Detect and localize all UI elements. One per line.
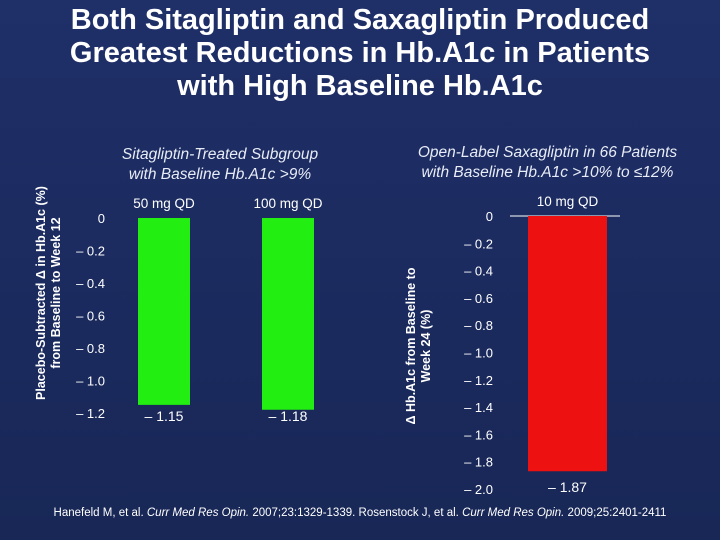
right-category-label: 10 mg QD (537, 194, 599, 209)
right-y-tick-label: – 1.4 (464, 400, 493, 415)
references-footer: Hanefeld M, et al. Curr Med Res Opin. 20… (0, 507, 720, 519)
left-value-label: – 1.18 (269, 408, 308, 424)
right-y-tick-label: 0 (486, 209, 493, 224)
left-subtitle-line-1: Sitagliptin-Treated Subgroup (121, 146, 319, 163)
title-line-2: Greatest Reductions in Hb.A1c in Patient… (69, 37, 651, 69)
right-y-tick-label: – 0.2 (464, 236, 493, 251)
left-y-tick-label: – 0.8 (76, 341, 105, 356)
ref2-authors: Rosenstock J, et al. (358, 507, 459, 519)
left-y-tick-label: – 1.0 (76, 374, 105, 389)
right-value-label: – 1.87 (548, 479, 587, 495)
left-y-tick-label: – 0.2 (76, 244, 105, 259)
ref1-details: 2007;23:1329-1339. (252, 507, 356, 519)
left-y-tick-label: – 0.6 (76, 309, 105, 324)
right-y-tick-label: – 1.8 (464, 455, 493, 470)
left-chart-subtitle: Sitagliptin-Treated Subgroup with Baseli… (70, 145, 370, 185)
left-y-tick-label: 0 (98, 211, 105, 226)
left-value-label: – 1.15 (145, 408, 184, 424)
right-y-tick-label: – 0.8 (464, 318, 493, 333)
slide-title: Both Sitagliptin and Saxagliptin Produce… (0, 4, 720, 103)
ref1-journal: Curr Med Res Opin. (146, 507, 250, 519)
right-y-tick-label: – 1.6 (464, 427, 493, 442)
right-y-tick-label: – 1.0 (464, 346, 493, 361)
right-subtitle-line-1: Open-Label Saxagliptin in 66 Patients (417, 144, 678, 161)
right-y-tick-label: – 1.2 (464, 373, 493, 388)
left-category-label: 100 mg QD (253, 196, 322, 211)
right-bar (528, 216, 607, 472)
ref1-authors: Hanefeld M, et al. (53, 507, 144, 519)
left-category-label: 50 mg QD (133, 196, 195, 211)
left-y-tick-label: – 1.2 (76, 406, 105, 421)
ref2-details: 2009;25:2401-2411 (567, 507, 667, 519)
left-subtitle-line-2: with Baseline Hb.A1c >9% (128, 166, 312, 183)
left-bar (262, 218, 314, 410)
right-y-tick-label: – 0.4 (464, 264, 493, 279)
right-chart-subtitle: Open-Label Saxagliptin in 66 Patients wi… (380, 143, 715, 183)
right-y-tick-label: – 0.6 (464, 291, 493, 306)
right-subtitle-line-2: with Baseline Hb.A1c >10% to ≤12% (421, 164, 674, 181)
title-line-1: Both Sitagliptin and Saxagliptin Produce… (70, 4, 650, 36)
right-y-tick-label: – 2.0 (464, 482, 493, 497)
title-line-3: with High Baseline Hb.A1c (177, 70, 543, 102)
left-y-tick-label: – 0.4 (76, 276, 105, 291)
left-bar (138, 218, 190, 405)
ref2-journal: Curr Med Res Opin. (462, 507, 565, 519)
